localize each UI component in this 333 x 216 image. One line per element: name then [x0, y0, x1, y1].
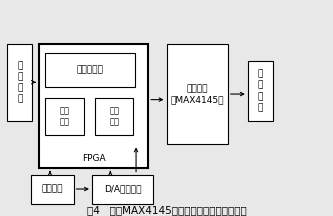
Bar: [46, 53, 135, 87]
Bar: [31, 175, 74, 203]
Bar: [46, 98, 84, 135]
Text: 时序
分配: 时序 分配: [109, 106, 119, 127]
Text: D/A转换电路: D/A转换电路: [104, 184, 141, 194]
Text: 差分放大
（MAX4145）: 差分放大 （MAX4145）: [170, 84, 224, 104]
Text: 图4   基于MAX4145伪随机码产生电路原理框图: 图4 基于MAX4145伪随机码产生电路原理框图: [87, 205, 246, 215]
Text: 内部寄存器: 内部寄存器: [77, 65, 104, 74]
Bar: [166, 44, 228, 145]
Bar: [92, 175, 153, 203]
Bar: [248, 61, 273, 121]
Text: FPGA: FPGA: [82, 154, 105, 163]
Text: 伪
码
输
出: 伪 码 输 出: [257, 70, 263, 112]
Bar: [39, 44, 148, 168]
Text: 时钟电路: 时钟电路: [41, 184, 63, 194]
Bar: [7, 44, 32, 121]
Bar: [95, 98, 133, 135]
Text: 并
行
数
据: 并 行 数 据: [17, 61, 22, 103]
Text: 逻辑
控制: 逻辑 控制: [60, 106, 70, 127]
